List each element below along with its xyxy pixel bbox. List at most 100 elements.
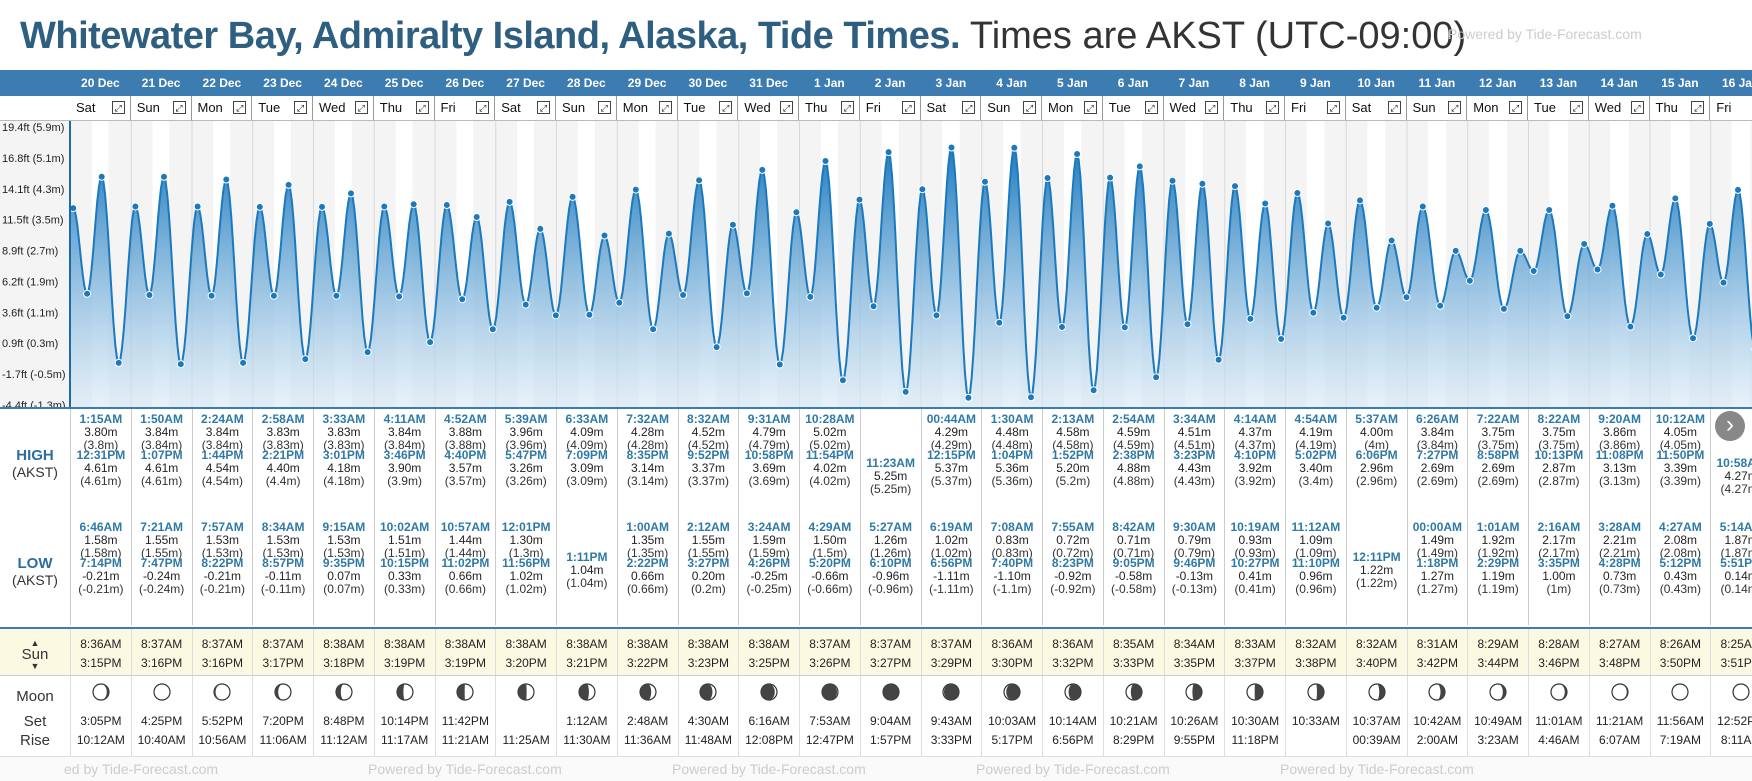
tide-extreme-point[interactable] [743,290,750,297]
tide-extreme-point[interactable] [537,225,544,232]
tide-extreme-point[interactable] [98,173,105,180]
expand-icon[interactable]: ⤢ [1570,101,1583,114]
tide-extreme-point[interactable] [161,173,168,180]
expand-icon[interactable]: ⤢ [598,101,611,114]
tide-extreme-point[interactable] [1546,207,1553,214]
tide-extreme-point[interactable] [650,326,657,333]
tide-extreme-point[interactable] [601,232,608,239]
tide-extreme-point[interactable] [885,149,892,156]
tide-extreme-point[interactable] [982,178,989,185]
tide-extreme-point[interactable] [333,292,340,299]
tide-extreme-point[interactable] [996,319,1003,326]
tide-extreme-point[interactable] [933,312,940,319]
tide-extreme-point[interactable] [776,361,783,368]
tide-extreme-point[interactable] [1452,247,1459,254]
tide-extreme-point[interactable] [856,196,863,203]
tide-extreme-point[interactable] [1657,271,1664,278]
tide-extreme-point[interactable] [1419,203,1426,210]
tide-extreme-point[interactable] [632,186,639,193]
tide-extreme-point[interactable] [1609,202,1616,209]
tide-extreme-point[interactable] [965,394,972,401]
tide-extreme-point[interactable] [680,292,687,299]
expand-icon[interactable]: ⤢ [294,101,307,114]
tide-extreme-point[interactable] [223,176,230,183]
tide-extreme-point[interactable] [1028,394,1035,401]
tide-extreme-point[interactable] [270,292,277,299]
tide-extreme-point[interactable] [1373,304,1380,311]
tide-extreme-point[interactable] [1594,266,1601,273]
tide-extreme-point[interactable] [84,290,91,297]
tide-extreme-point[interactable] [1325,220,1332,227]
tide-extreme-point[interactable] [1044,175,1051,182]
tide-extreme-point[interactable] [489,326,496,333]
tide-extreme-point[interactable] [1215,356,1222,363]
tide-extreme-point[interactable] [1247,315,1254,322]
tide-extreme-point[interactable] [1294,190,1301,197]
tide-extreme-point[interactable] [1357,197,1364,204]
tide-extreme-point[interactable] [319,203,326,210]
tide-extreme-point[interactable] [302,356,309,363]
tide-extreme-point[interactable] [586,311,593,318]
tide-extreme-point[interactable] [1388,237,1395,244]
next-arrow-button[interactable]: › [1715,411,1745,441]
tide-extreme-point[interactable] [1184,321,1191,328]
tide-extreme-point[interactable] [364,349,371,356]
tide-extreme-point[interactable] [1090,387,1097,394]
expand-icon[interactable]: ⤢ [1448,101,1461,114]
tide-extreme-point[interactable] [1706,220,1713,227]
expand-icon[interactable]: ⤢ [659,101,672,114]
tide-extreme-point[interactable] [473,214,480,221]
tide-extreme-point[interactable] [427,339,434,346]
tide-extreme-point[interactable] [506,198,513,205]
tide-extreme-point[interactable] [256,203,263,210]
expand-icon[interactable]: ⤢ [962,101,975,114]
tide-extreme-point[interactable] [1121,324,1128,331]
tide-extreme-point[interactable] [1011,144,1018,151]
tide-extreme-point[interactable] [919,186,926,193]
tide-extreme-point[interactable] [1169,177,1176,184]
tide-extreme-point[interactable] [1530,268,1537,275]
expand-icon[interactable]: ⤢ [1631,101,1644,114]
tide-extreme-point[interactable] [1232,183,1239,190]
tide-extreme-point[interactable] [459,296,466,303]
tide-extreme-point[interactable] [1466,277,1473,284]
tide-extreme-point[interactable] [1074,151,1081,158]
expand-icon[interactable]: ⤢ [537,101,550,114]
tide-extreme-point[interactable] [1403,294,1410,301]
tide-extreme-point[interactable] [146,292,153,299]
tide-extreme-point[interactable] [1581,241,1588,248]
tide-extreme-point[interactable] [1690,335,1697,342]
tide-extreme-point[interactable] [208,292,215,299]
tide-extreme-point[interactable] [240,359,247,366]
expand-icon[interactable]: ⤢ [780,101,793,114]
tide-extreme-point[interactable] [569,193,576,200]
tide-extreme-point[interactable] [1153,374,1160,381]
expand-icon[interactable]: ⤢ [173,101,186,114]
tide-extreme-point[interactable] [696,177,703,184]
tide-extreme-point[interactable] [1340,314,1347,321]
tide-extreme-point[interactable] [1564,313,1571,320]
expand-icon[interactable]: ⤢ [416,101,429,114]
tide-extreme-point[interactable] [1482,207,1489,214]
tide-extreme-point[interactable] [759,166,766,173]
tide-extreme-point[interactable] [665,230,672,237]
tide-extreme-point[interactable] [1136,163,1143,170]
expand-icon[interactable]: ⤢ [233,101,246,114]
tide-extreme-point[interactable] [522,301,529,308]
tide-extreme-point[interactable] [1517,247,1524,254]
tide-extreme-point[interactable] [285,181,292,188]
tide-extreme-point[interactable] [1500,305,1507,312]
tide-extreme-point[interactable] [552,312,559,319]
expand-icon[interactable]: ⤢ [719,101,732,114]
tide-extreme-point[interactable] [870,303,877,310]
tide-extreme-point[interactable] [410,201,417,208]
tide-extreme-point[interactable] [1107,174,1114,181]
expand-icon[interactable]: ⤢ [1691,101,1704,114]
tide-extreme-point[interactable] [1735,186,1742,193]
tide-extreme-point[interactable] [1644,231,1651,238]
expand-icon[interactable]: ⤢ [355,101,368,114]
expand-icon[interactable]: ⤢ [1266,101,1279,114]
tide-extreme-point[interactable] [902,388,909,395]
tide-extreme-point[interactable] [1059,324,1066,331]
tide-extreme-point[interactable] [616,299,623,306]
